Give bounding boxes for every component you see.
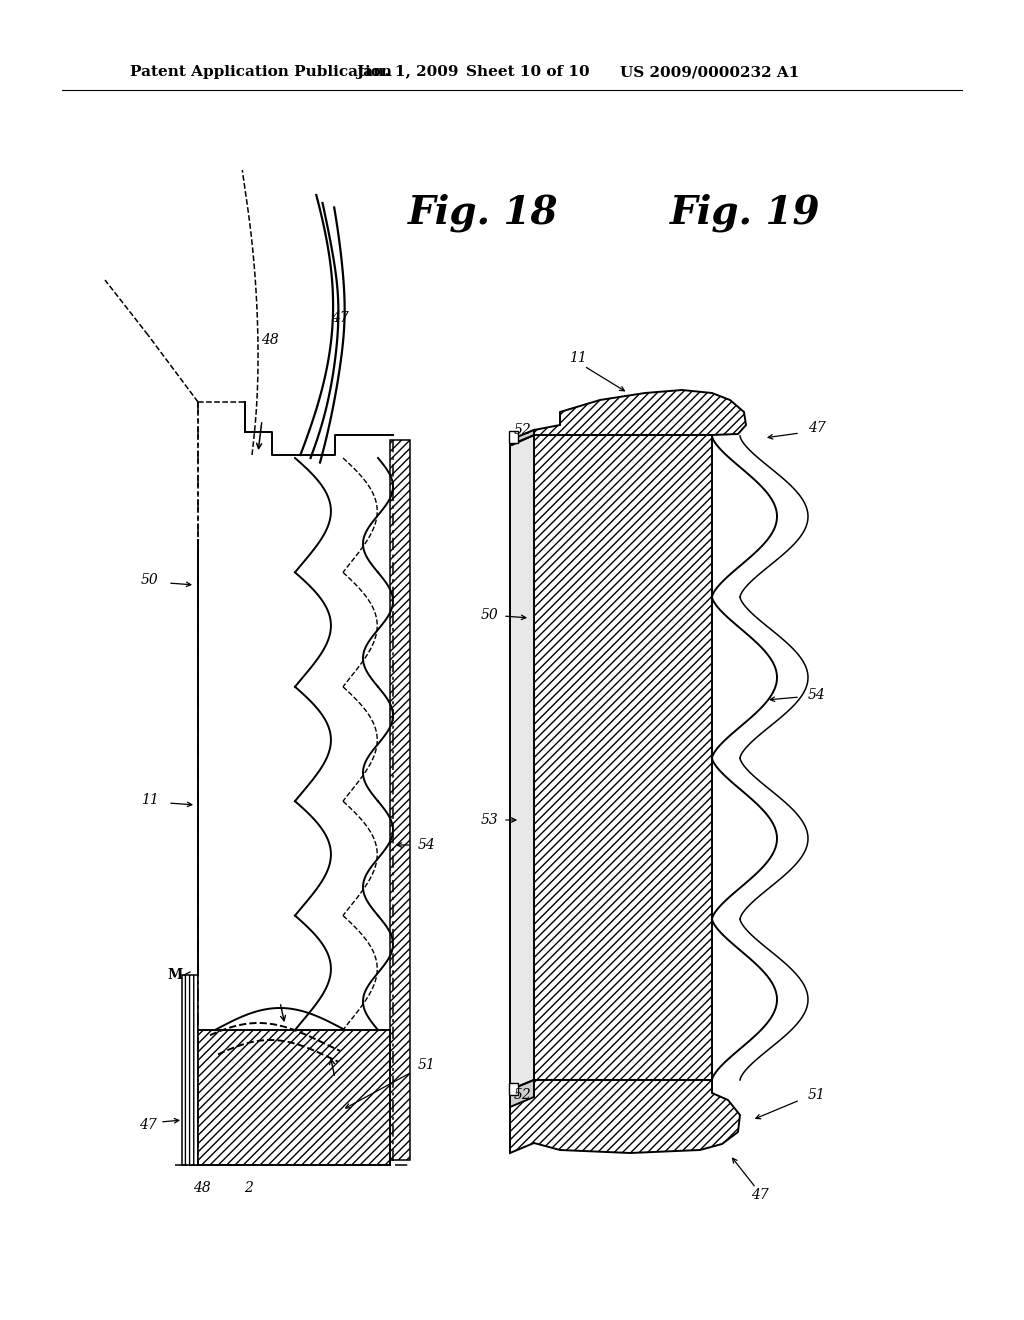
Text: Jan. 1, 2009: Jan. 1, 2009 (356, 65, 459, 79)
Text: 48: 48 (194, 1181, 211, 1195)
Text: Sheet 10 of 10: Sheet 10 of 10 (466, 65, 590, 79)
Text: 50: 50 (141, 573, 159, 587)
Polygon shape (510, 1080, 740, 1152)
Text: 47: 47 (139, 1118, 157, 1133)
Bar (509, 1082, 518, 1096)
Bar (509, 432, 518, 444)
Text: 2: 2 (244, 1181, 253, 1195)
Text: 11: 11 (141, 793, 159, 807)
Polygon shape (510, 436, 534, 1090)
Text: 50: 50 (481, 609, 499, 622)
Polygon shape (510, 1080, 534, 1107)
Text: 47: 47 (752, 1188, 769, 1203)
Bar (390, 440, 410, 1160)
Text: 53: 53 (481, 813, 499, 828)
Text: 11: 11 (569, 351, 587, 366)
Text: 47: 47 (808, 421, 825, 436)
Text: US 2009/0000232 A1: US 2009/0000232 A1 (620, 65, 800, 79)
Bar (534, 436, 712, 1080)
Polygon shape (510, 430, 534, 445)
Text: 48: 48 (261, 333, 279, 347)
Text: M: M (167, 968, 182, 982)
Text: Fig. 19: Fig. 19 (670, 194, 820, 232)
Bar (182, 975, 198, 1166)
Text: Fig. 18: Fig. 18 (408, 194, 558, 232)
Text: 52: 52 (514, 422, 531, 437)
Text: 47: 47 (331, 312, 349, 325)
Text: 52: 52 (514, 1088, 531, 1102)
Bar (190, 1030, 390, 1166)
Text: 51: 51 (418, 1059, 436, 1072)
Polygon shape (510, 389, 746, 445)
Text: 54: 54 (808, 688, 825, 702)
Text: Patent Application Publication: Patent Application Publication (130, 65, 392, 79)
Text: 54: 54 (418, 838, 436, 851)
Text: 51: 51 (808, 1088, 825, 1102)
